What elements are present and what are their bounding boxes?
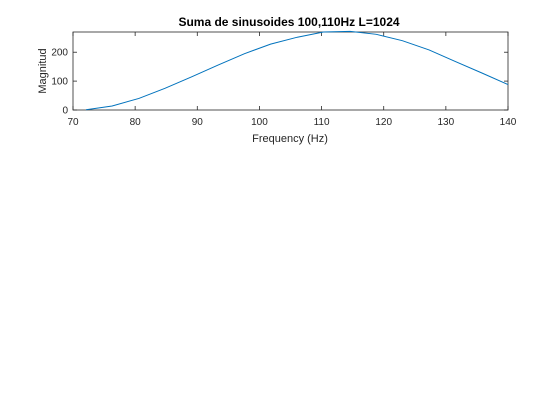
y-axis-label: Magnitud — [37, 48, 49, 93]
x-tick-label: 100 — [251, 117, 268, 128]
chart-title: Suma de sinusoides 100,110Hz L=1024 — [178, 15, 399, 29]
y-tick-label: 200 — [51, 48, 68, 59]
y-tick-label: 0 — [62, 106, 68, 117]
x-tick-label: 70 — [67, 117, 79, 128]
x-tick-label: 130 — [438, 117, 455, 128]
y-tick-label: 100 — [51, 77, 68, 88]
axis-tick-labels: 70 80 90 100 110 120 130 140 0 100 200 — [51, 48, 516, 128]
x-tick-label: 90 — [192, 117, 204, 128]
x-tick-label: 110 — [314, 117, 330, 128]
x-tick-label: 80 — [130, 117, 142, 128]
x-tick-label: 140 — [500, 117, 517, 128]
series-line — [85, 30, 509, 111]
x-axis-label: Frequency (Hz) — [252, 133, 328, 145]
plot-area: 70 80 90 100 110 120 130 140 0 100 200 — [51, 30, 517, 128]
axes-box — [72, 31, 509, 111]
x-tick-label: 120 — [375, 117, 392, 128]
